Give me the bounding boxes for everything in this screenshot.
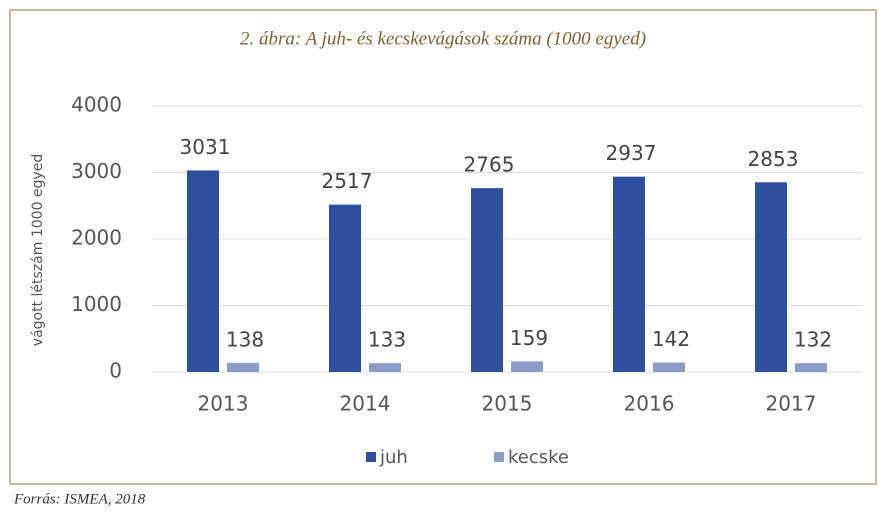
value-label: 142	[652, 327, 690, 351]
x-tick-label: 2017	[766, 392, 817, 416]
value-label: 2765	[464, 153, 515, 177]
value-label: 159	[510, 326, 548, 350]
value-label: 132	[794, 328, 832, 352]
y-axis-label: vágott létszám 1000 egyed	[30, 154, 46, 346]
bar	[653, 362, 685, 372]
source: Forrás: ISMEA, 2018	[13, 491, 146, 507]
legend-swatch	[494, 452, 504, 462]
frame	[9, 9, 877, 485]
bar	[613, 176, 645, 372]
x-tick-label: 2016	[624, 392, 675, 416]
value-label: 2937	[606, 141, 657, 165]
bar	[511, 361, 543, 372]
legend-label: juh	[379, 447, 408, 468]
value-label: 2517	[322, 169, 373, 193]
chart-title: 2. ábra: A juh- és kecskevágások száma (…	[240, 28, 646, 49]
y-tick-label: 4000	[71, 93, 122, 117]
bar	[329, 204, 361, 372]
bar	[187, 170, 219, 372]
y-tick-label: 0	[109, 359, 122, 383]
x-tick-label: 2013	[198, 392, 249, 416]
bar	[755, 182, 787, 372]
bar	[471, 188, 503, 372]
bar	[227, 362, 259, 372]
y-tick-label: 2000	[71, 226, 122, 250]
x-tick-label: 2015	[482, 392, 533, 416]
value-label: 2853	[748, 147, 799, 171]
legend-label: kecske	[508, 447, 569, 468]
legend-swatch	[366, 452, 376, 462]
value-label: 138	[226, 327, 264, 351]
y-tick-label: 3000	[71, 159, 122, 183]
value-label: 133	[368, 328, 406, 352]
bar	[795, 363, 827, 372]
x-tick-label: 2014	[340, 392, 391, 416]
bar	[369, 363, 401, 372]
value-label: 3031	[180, 135, 231, 159]
y-tick-label: 1000	[71, 292, 122, 316]
